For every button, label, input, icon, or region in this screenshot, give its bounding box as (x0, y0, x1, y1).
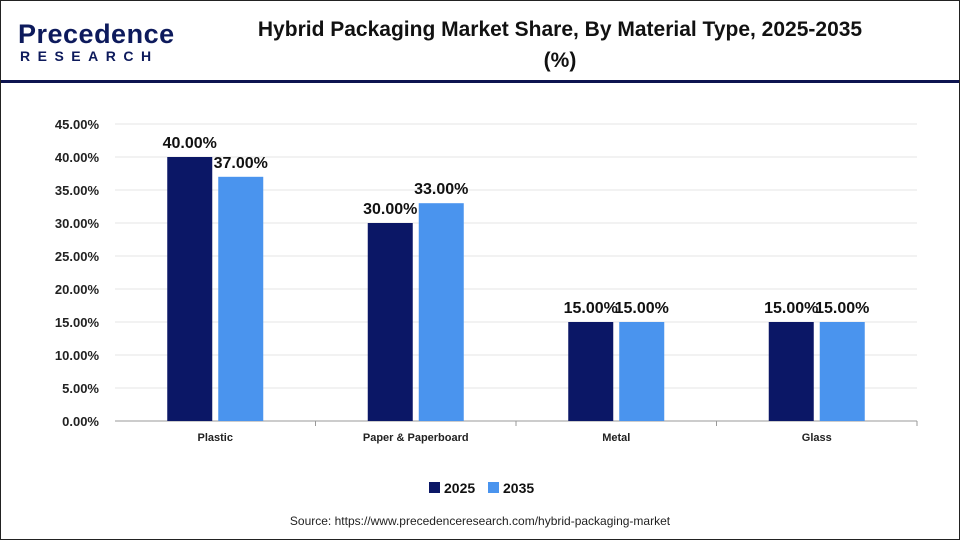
bar-2035 (619, 322, 665, 421)
precedence-research-logo: Precedence RESEARCH (18, 20, 175, 64)
data-label: 15.00% (815, 300, 869, 317)
y-tick-label: 5.00% (62, 381, 99, 396)
y-tick-label: 35.00% (55, 183, 100, 198)
y-tick-label: 45.00% (55, 117, 100, 132)
logo-wordmark: Precedence (18, 19, 175, 49)
x-tick-label: Glass (802, 432, 832, 444)
y-tick-label: 40.00% (55, 150, 100, 165)
y-tick-label: 20.00% (55, 282, 100, 297)
x-tick-label: Paper & Paperboard (363, 432, 469, 444)
bar-2035 (418, 203, 464, 421)
data-label: 40.00% (163, 135, 217, 152)
data-label: 15.00% (615, 300, 669, 317)
bar-2035 (218, 176, 264, 421)
x-tick-label: Metal (602, 432, 630, 444)
y-tick-label: 30.00% (55, 216, 100, 231)
bar-2025 (768, 322, 814, 421)
bar-2025 (167, 157, 213, 421)
legend-swatch-2035 (488, 482, 499, 493)
legend-label-2035: 2035 (503, 480, 534, 496)
data-label: 30.00% (363, 201, 417, 218)
y-tick-label: 15.00% (55, 315, 100, 330)
header-divider (1, 80, 959, 83)
data-label: 37.00% (214, 155, 268, 172)
bar-2025 (568, 322, 614, 421)
data-label: 15.00% (564, 300, 618, 317)
y-tick-label: 25.00% (55, 249, 100, 264)
data-label: 33.00% (414, 181, 468, 198)
legend-label-2025: 2025 (444, 480, 475, 496)
x-tick-label: Plastic (198, 432, 233, 444)
source-text: Source: https://www.precedenceresearch.c… (289, 514, 671, 528)
data-label: 15.00% (764, 300, 818, 317)
bar-2035 (819, 322, 865, 421)
y-tick-label: 10.00% (55, 348, 100, 363)
bar-2025 (367, 223, 413, 421)
logo-subtitle: RESEARCH (20, 48, 159, 64)
y-tick-label: 0.00% (62, 414, 99, 429)
legend-swatch-2025 (429, 482, 440, 493)
chart-title: Hybrid Packaging Market Share, By Materi… (257, 18, 863, 72)
